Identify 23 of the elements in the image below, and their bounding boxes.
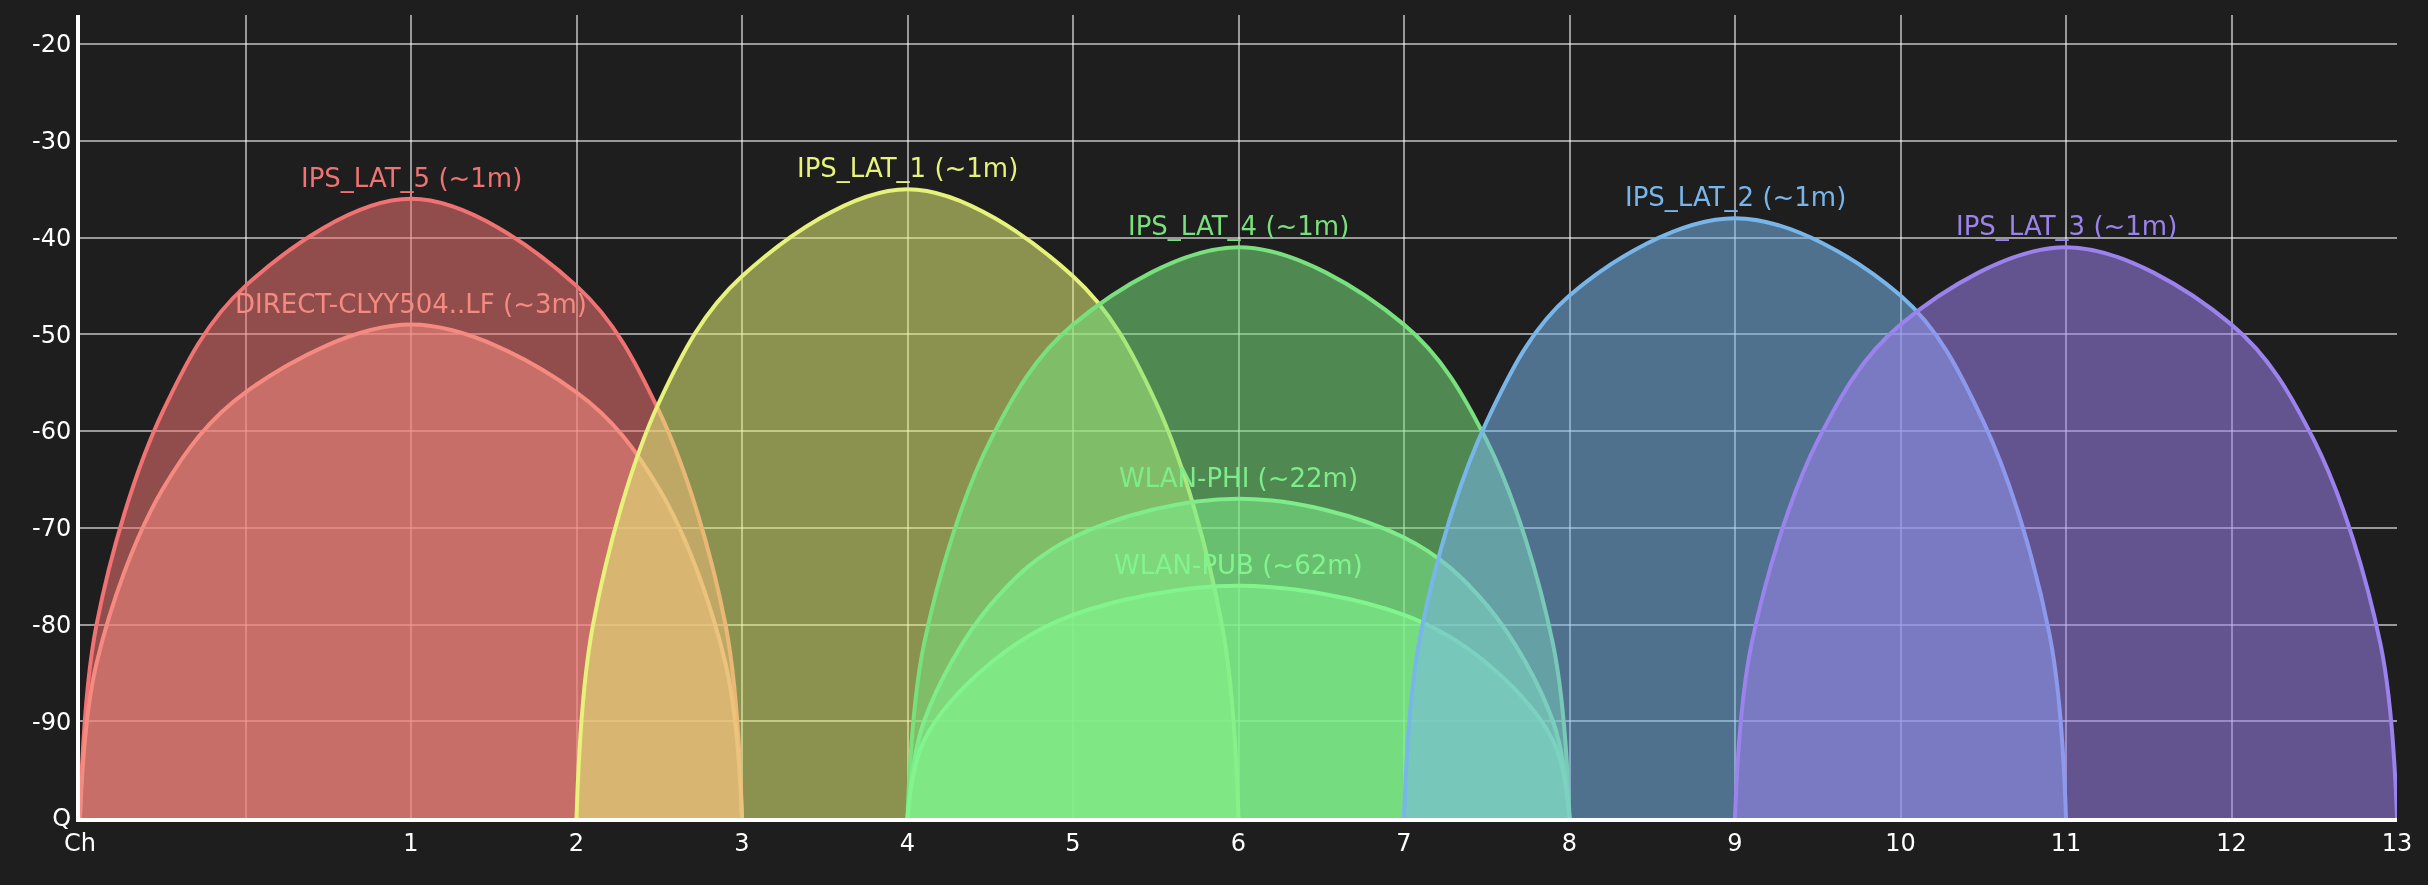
y-tick-label: -60	[32, 417, 72, 446]
x-tick-label: 4	[899, 828, 916, 857]
x-tick-label: 5	[1065, 828, 1081, 857]
y-tick-label: -70	[32, 514, 72, 543]
x-tick-label: 9	[1727, 828, 1743, 857]
x-tick-label: 7	[1396, 828, 1412, 857]
x-tick-label: 11	[2050, 828, 2082, 857]
x-tick-label: 8	[1561, 828, 1578, 857]
x-tick-label: 6	[1230, 828, 1247, 857]
y-tick-label: -80	[32, 610, 72, 639]
y-tick-label: -20	[32, 30, 72, 59]
x-tick-label: 3	[734, 828, 750, 857]
x-tick-label: 2	[568, 828, 585, 857]
y-tick-label: -50	[32, 320, 72, 349]
series-label: WLAN-PHI (~22m)	[1119, 463, 1359, 493]
series-label: DIRECT-CLYY504..LF (~3m)	[235, 289, 587, 319]
x-tick-label: 10	[1885, 828, 1916, 857]
x-tick-label: 12	[2216, 828, 2247, 857]
x-tick-label: 1	[403, 828, 419, 857]
y-tick-label: -30	[32, 127, 72, 156]
y-tick-label: -90	[32, 707, 72, 736]
x-tick-label: 13	[2381, 828, 2413, 857]
y-tick-label: -40	[32, 223, 72, 252]
